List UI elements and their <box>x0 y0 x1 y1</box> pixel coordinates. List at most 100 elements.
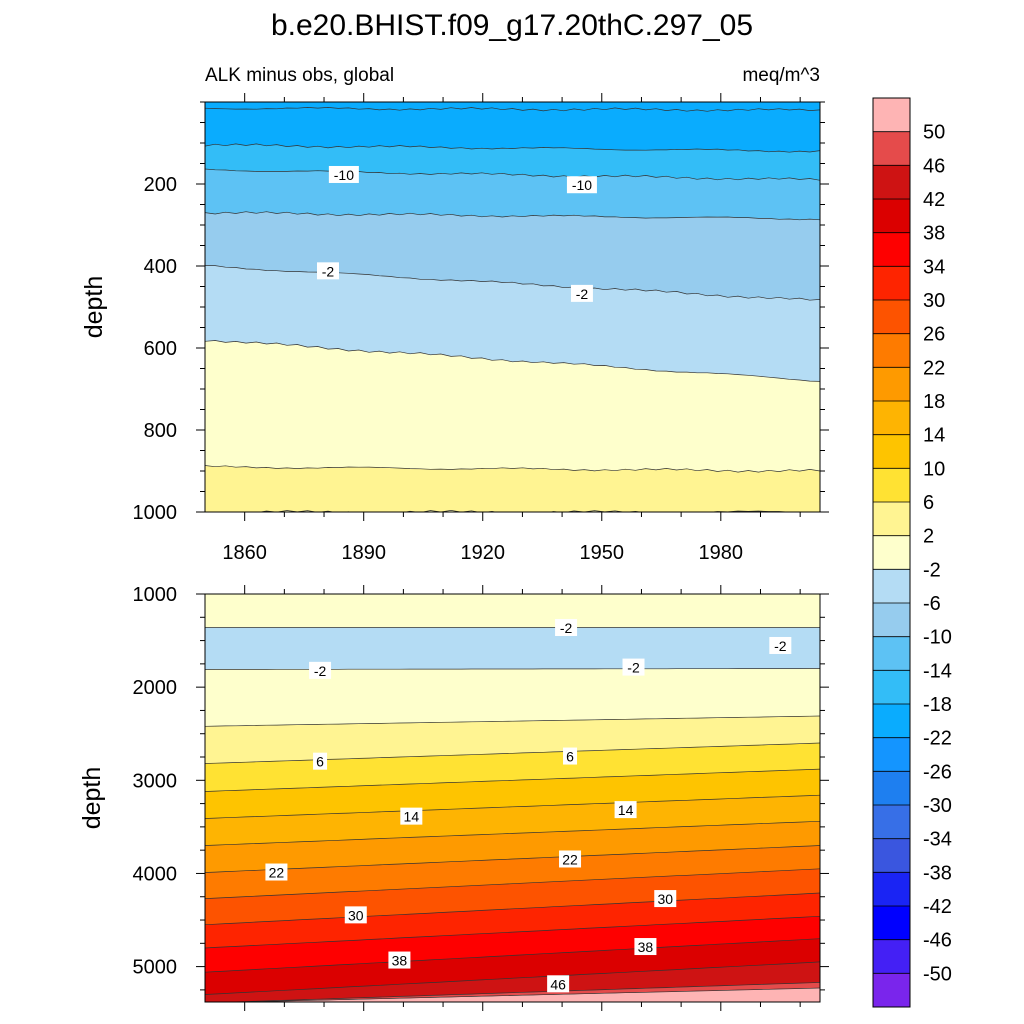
bottom-contour-label-6: 14 <box>404 809 420 825</box>
colorbar-swatch-22 <box>873 838 910 873</box>
colorbar-swatch-13 <box>873 535 910 570</box>
colorbar-label-18: -22 <box>923 728 952 750</box>
chart-title: b.e20.BHIST.f09_g17.20thC.297_05 <box>271 9 753 42</box>
colorbar-label-16: -14 <box>923 660 952 682</box>
bottom-contour-label-bg-4 <box>313 752 328 770</box>
top-contour-line-4 <box>205 265 820 301</box>
colorbar-label-2: 42 <box>923 189 945 211</box>
top-contour-label-bg-2 <box>317 262 339 280</box>
bottom-ytick-label-2: 3000 <box>133 770 178 792</box>
colorbar-swatch-3 <box>873 199 910 233</box>
bottom-contour-line-2 <box>205 668 820 670</box>
top-contour-line-0 <box>205 107 820 112</box>
bottom-contour-label-12: 38 <box>392 953 408 969</box>
top-ytick-label-3: 800 <box>144 420 177 442</box>
colorbar-swatch-9 <box>873 401 910 435</box>
colorbar-label-1: 46 <box>923 155 945 177</box>
colorbar-swatch-4 <box>873 232 910 267</box>
bottom-contour-label-bg-7 <box>614 801 637 819</box>
bottom-contour-line-15 <box>228 987 820 1002</box>
top-xtick-label-2: 1920 <box>460 542 505 564</box>
colorbar-swatch-1 <box>873 131 910 166</box>
bottom-contour-label-bg-11 <box>654 890 677 908</box>
bottom-contour-line-8 <box>205 845 820 873</box>
colorbar-swatch-21 <box>873 805 910 839</box>
bottom-contour-line-7 <box>205 820 820 846</box>
top-subtitle-left: ALK minus obs, global <box>205 65 394 86</box>
bottom-contour-label-bg-0 <box>555 619 578 636</box>
colorbar-swatch-14 <box>873 569 910 604</box>
top-contour-line-6 <box>205 465 820 473</box>
bottom-contour-line-11 <box>205 915 820 949</box>
bottom-contour-label-bg-13 <box>634 938 657 956</box>
bottom-ytick-label-0: 1000 <box>133 584 178 606</box>
top-ytick-label-1: 400 <box>144 256 177 278</box>
bottom-contour-label-10: 30 <box>348 907 364 923</box>
colorbar-label-17: -18 <box>923 694 952 716</box>
bottom-contour-label-2: -2 <box>314 663 327 679</box>
top-contour-labels: -10 -10 -2 -2 <box>317 165 597 302</box>
colorbar-label-3: 38 <box>923 223 945 245</box>
colorbar-label-24: -46 <box>923 930 952 952</box>
top-xtick-label-4: 1980 <box>699 542 744 564</box>
bottom-contour-line-5 <box>205 768 820 792</box>
bottom-contour-label-bg-8 <box>265 863 288 881</box>
bottom-contour-line-6 <box>205 794 820 819</box>
top-ytick-label-4: 1000 <box>133 502 178 524</box>
bottom-ytick-label-4: 5000 <box>133 957 178 979</box>
top-contour-label-0: -10 <box>334 167 354 183</box>
top-contour-fills <box>205 102 820 512</box>
top-xtick-label-3: 1950 <box>580 542 625 564</box>
bottom-contour-label-8: 22 <box>269 865 285 881</box>
colorbar-label-8: 18 <box>923 391 945 413</box>
bottom-contour-label-bg-5 <box>563 747 578 765</box>
bottom-contour-label-bg-2 <box>309 661 332 679</box>
bottom-contour-label-bg-12 <box>388 951 411 969</box>
bottom-contour-label-14: 46 <box>550 976 566 992</box>
colorbar-label-14: -6 <box>923 593 941 615</box>
colorbar-label-9: 14 <box>923 425 945 447</box>
bottom-contour-label-7: 14 <box>618 802 634 818</box>
colorbar-frame <box>872 97 911 1008</box>
top-contour-label-bg-3 <box>570 284 593 302</box>
colorbar-swatch-23 <box>873 872 910 907</box>
colorbar-label-0: 50 <box>923 122 945 144</box>
bottom-contour-label-bg-6 <box>400 807 423 825</box>
bottom-ylabel: depth <box>78 767 106 830</box>
top-xtick-label-0: 1860 <box>222 542 267 564</box>
bottom-contour-label-0: -2 <box>560 620 573 636</box>
top-panel: ALK minus obs, global meq/m^3 -10 -10 -2 -2… <box>80 65 829 564</box>
bottom-contour-line-10 <box>205 892 820 926</box>
bottom-contour-label-bg-9 <box>559 850 582 868</box>
bottom-contour-label-9: 22 <box>562 851 578 867</box>
bottom-contour-label-3: -2 <box>627 660 640 676</box>
top-contour-label-2: -2 <box>322 263 335 279</box>
bottom-axis-ticks: 1000 2000 3000 4000 5000 <box>133 584 829 1011</box>
colorbar-swatch-10 <box>873 434 910 469</box>
bottom-contour-label-13: 38 <box>638 939 654 955</box>
bottom-band-15 <box>242 988 820 1002</box>
colorbar-label-4: 34 <box>923 256 945 278</box>
colorbar-label-15: -10 <box>923 627 952 649</box>
colorbar-swatch-0 <box>873 98 910 132</box>
bottom-contour-label-11: 30 <box>657 891 673 907</box>
top-contour-label-bg-0 <box>328 165 359 183</box>
top-contour-line-5 <box>205 340 820 382</box>
colorbar-label-5: 30 <box>923 290 945 312</box>
colorbar-label-6: 26 <box>923 324 945 346</box>
bottom-plot-frame <box>204 593 821 1003</box>
colorbar-swatch-15 <box>873 603 910 637</box>
colorbar-swatch-18 <box>873 704 910 738</box>
colorbar-swatch-6 <box>873 300 910 334</box>
colorbar-label-7: 22 <box>923 357 945 379</box>
colorbar-label-12: 2 <box>923 526 934 548</box>
top-xtick-label-1: 1890 <box>341 542 386 564</box>
colorbar-swatch-25 <box>873 939 910 974</box>
bottom-contour-label-4: 6 <box>316 754 324 770</box>
colorbar-swatch-12 <box>873 502 910 536</box>
bottom-contour-line-12 <box>205 938 820 973</box>
colorbar-swatch-8 <box>873 367 910 402</box>
colorbar-swatch-7 <box>873 333 910 368</box>
bottom-contour-line-13 <box>205 961 820 995</box>
colorbar-label-11: 6 <box>923 492 934 514</box>
